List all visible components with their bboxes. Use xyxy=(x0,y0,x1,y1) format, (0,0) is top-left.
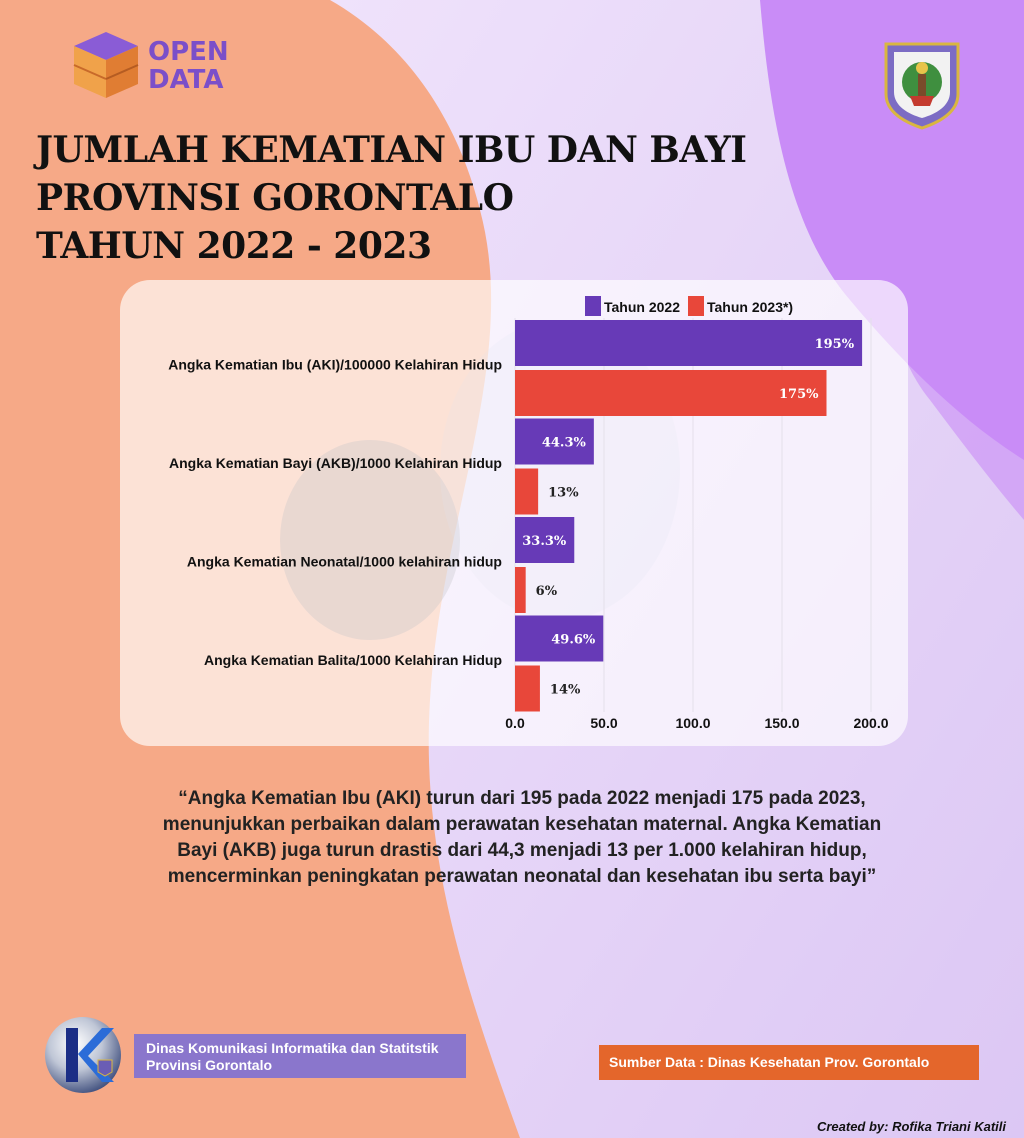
bar xyxy=(515,567,526,613)
category-label: Angka Kematian Bayi (AKB)/1000 Kelahiran… xyxy=(169,455,502,471)
legend-label: Tahun 2022 xyxy=(604,299,680,315)
open-data-cube-icon xyxy=(73,32,139,98)
data-label: 14% xyxy=(550,683,581,698)
chart-labels: 0.0 50.0 100.0 150.0 200.0 Angka Kematian Ibu… xyxy=(168,337,888,731)
bar xyxy=(515,320,863,366)
data-label: 33.3% xyxy=(522,534,567,549)
chart-legend: Tahun 2022 Tahun 2023*) xyxy=(585,296,793,316)
page-title: JUMLAH KEMATIAN IBU DAN BAYI PROVINSI GO… xyxy=(36,126,747,270)
organization-label: Dinas Komunikasi Informatika dan Statits… xyxy=(134,1034,466,1078)
title-line1: JUMLAH KEMATIAN IBU DAN BAYI xyxy=(36,129,747,171)
category-label: Angka Kematian Balita/1000 Kelahiran Hid… xyxy=(204,652,502,668)
data-label: 175% xyxy=(779,387,819,402)
chart-bars xyxy=(515,320,863,712)
category-label: Angka Kematian Ibu (AKI)/100000 Kelahira… xyxy=(168,356,502,372)
bar xyxy=(515,468,539,515)
legend-swatch xyxy=(688,296,704,316)
summary-quote: “Angka Kematian Ibu (AKI) turun dari 195… xyxy=(162,788,882,887)
category-label: Angka Kematian Neonatal/1000 kelahiran h… xyxy=(187,553,502,569)
org-line1: Dinas Komunikasi Informatika dan Statits… xyxy=(146,1040,439,1056)
bar xyxy=(515,418,594,465)
x-tick-label: 50.0 xyxy=(590,715,617,731)
data-label: 49.6% xyxy=(551,633,596,648)
diskominfo-logo-icon xyxy=(45,1017,121,1093)
bar xyxy=(515,517,575,563)
legend-swatch xyxy=(585,296,601,316)
open-data-logo: OPEN DATA xyxy=(148,38,229,94)
x-tick-label: 150.0 xyxy=(764,715,799,731)
credit-text: Created by: Rofika Triani Katili xyxy=(816,1119,1006,1134)
legend-label: Tahun 2023*) xyxy=(707,299,793,315)
title-line3: TAHUN 2022 - 2023 xyxy=(36,225,432,267)
x-tick-label: 200.0 xyxy=(853,715,888,731)
x-tick-label: 100.0 xyxy=(675,715,710,731)
data-label: 6% xyxy=(536,584,558,599)
data-label: 44.3% xyxy=(542,436,587,451)
bar xyxy=(515,370,827,416)
title-line2: PROVINSI GORONTALO xyxy=(36,177,514,219)
bar xyxy=(515,665,540,712)
org-line2: Provinsi Gorontalo xyxy=(146,1057,273,1073)
data-label: 13% xyxy=(548,486,579,501)
logo-line2: DATA xyxy=(148,65,224,95)
x-tick-label: 0.0 xyxy=(505,715,525,731)
province-emblem-icon xyxy=(884,42,960,130)
bar xyxy=(515,615,604,662)
data-label: 195% xyxy=(815,337,855,352)
logo-line1: OPEN xyxy=(148,37,229,67)
data-source-label: Sumber Data : Dinas Kesehatan Prov. Goro… xyxy=(599,1045,979,1080)
